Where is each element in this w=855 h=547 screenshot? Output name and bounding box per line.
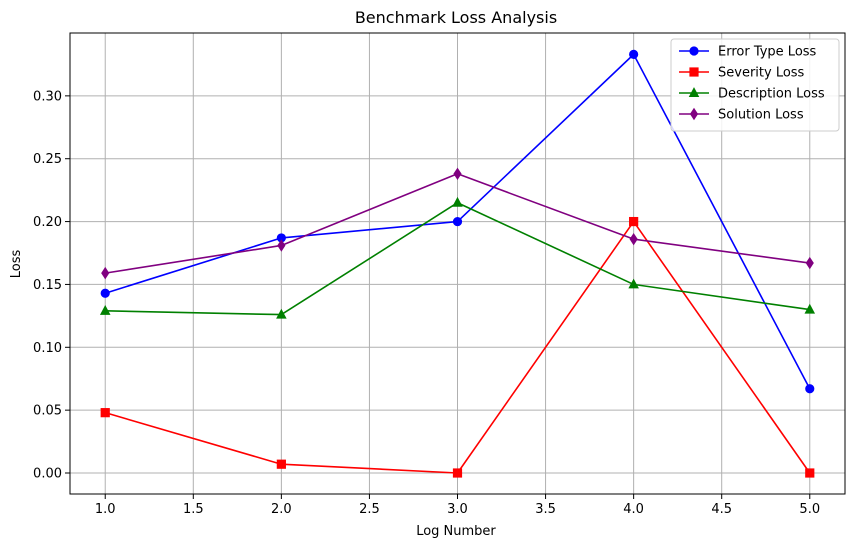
data-point-error-type-loss xyxy=(629,49,639,59)
legend-item-error-type-loss: Error Type Loss xyxy=(679,45,817,60)
data-point-solution-loss xyxy=(805,256,814,270)
legend-box xyxy=(670,38,840,132)
data-point-solution-loss xyxy=(101,266,110,280)
data-point-description-loss xyxy=(452,196,463,207)
series-severity-loss xyxy=(100,216,815,478)
data-point-description-loss xyxy=(628,278,639,289)
x-tick-label: 5.0 xyxy=(799,502,820,517)
legend-label: Solution Loss xyxy=(718,108,804,123)
legend: Error Type Loss Severity Loss Description … xyxy=(670,38,840,132)
data-point-severity-loss xyxy=(452,468,463,478)
data-point-solution-loss xyxy=(453,167,462,181)
data-point-error-type-loss xyxy=(805,384,815,394)
data-point-error-type-loss xyxy=(452,216,463,227)
y-tick-label: 0.25 xyxy=(33,152,62,167)
data-point-solution-loss xyxy=(629,232,638,246)
x-axis: 1.0 1.5 2.0 2.5 3.0 3.5 4.0 4.5 5.0 xyxy=(95,494,820,517)
x-axis-label: Log Number xyxy=(416,524,496,539)
series-solution-loss xyxy=(101,167,814,280)
data-point-severity-loss xyxy=(276,459,286,469)
data-point-severity-loss xyxy=(100,408,110,418)
chart-title: Benchmark Loss Analysis xyxy=(355,8,557,27)
series-group xyxy=(99,49,816,478)
y-tick-label: 0.15 xyxy=(33,278,62,293)
legend-label: Description Loss xyxy=(718,87,825,102)
data-point-error-type-loss xyxy=(100,288,110,298)
legend-marker xyxy=(689,46,699,56)
data-point-description-loss xyxy=(276,308,287,319)
y-axis: 0.00 0.05 0.10 0.15 0.20 0.25 0.30 xyxy=(33,89,70,482)
x-tick-label: 2.0 xyxy=(271,502,292,517)
legend-item-severity-loss: Severity Loss xyxy=(679,66,805,81)
x-tick-label: 4.5 xyxy=(711,502,732,517)
legend-marker xyxy=(688,87,700,97)
data-point-description-loss xyxy=(804,303,816,314)
y-tick-label: 0.05 xyxy=(33,404,62,419)
y-tick-label: 0.30 xyxy=(33,89,62,104)
legend-item-solution-loss: Solution Loss xyxy=(679,108,804,123)
y-tick-label: 0.20 xyxy=(33,215,62,230)
data-point-severity-loss xyxy=(805,468,815,478)
legend-label: Severity Loss xyxy=(718,66,805,81)
y-tick-label: 0.10 xyxy=(33,341,62,356)
legend-marker xyxy=(689,67,699,77)
x-tick-label: 4.0 xyxy=(623,502,644,517)
x-tick-label: 3.0 xyxy=(447,502,468,517)
y-tick-label: 0.00 xyxy=(33,467,62,482)
data-point-description-loss xyxy=(99,304,111,315)
series-error-type-loss xyxy=(100,49,815,394)
legend-marker xyxy=(689,107,699,121)
x-tick-label: 2.5 xyxy=(359,502,380,517)
legend-item-description-loss: Description Loss xyxy=(679,87,825,102)
legend-label: Error Type Loss xyxy=(718,45,817,60)
data-point-solution-loss xyxy=(277,239,286,252)
x-tick-label: 3.5 xyxy=(535,502,556,517)
series-description-loss xyxy=(99,196,816,319)
y-axis-label: Loss xyxy=(9,250,24,279)
x-tick-label: 1.5 xyxy=(183,502,204,517)
data-point-severity-loss xyxy=(629,216,639,227)
x-tick-label: 1.0 xyxy=(95,502,116,517)
